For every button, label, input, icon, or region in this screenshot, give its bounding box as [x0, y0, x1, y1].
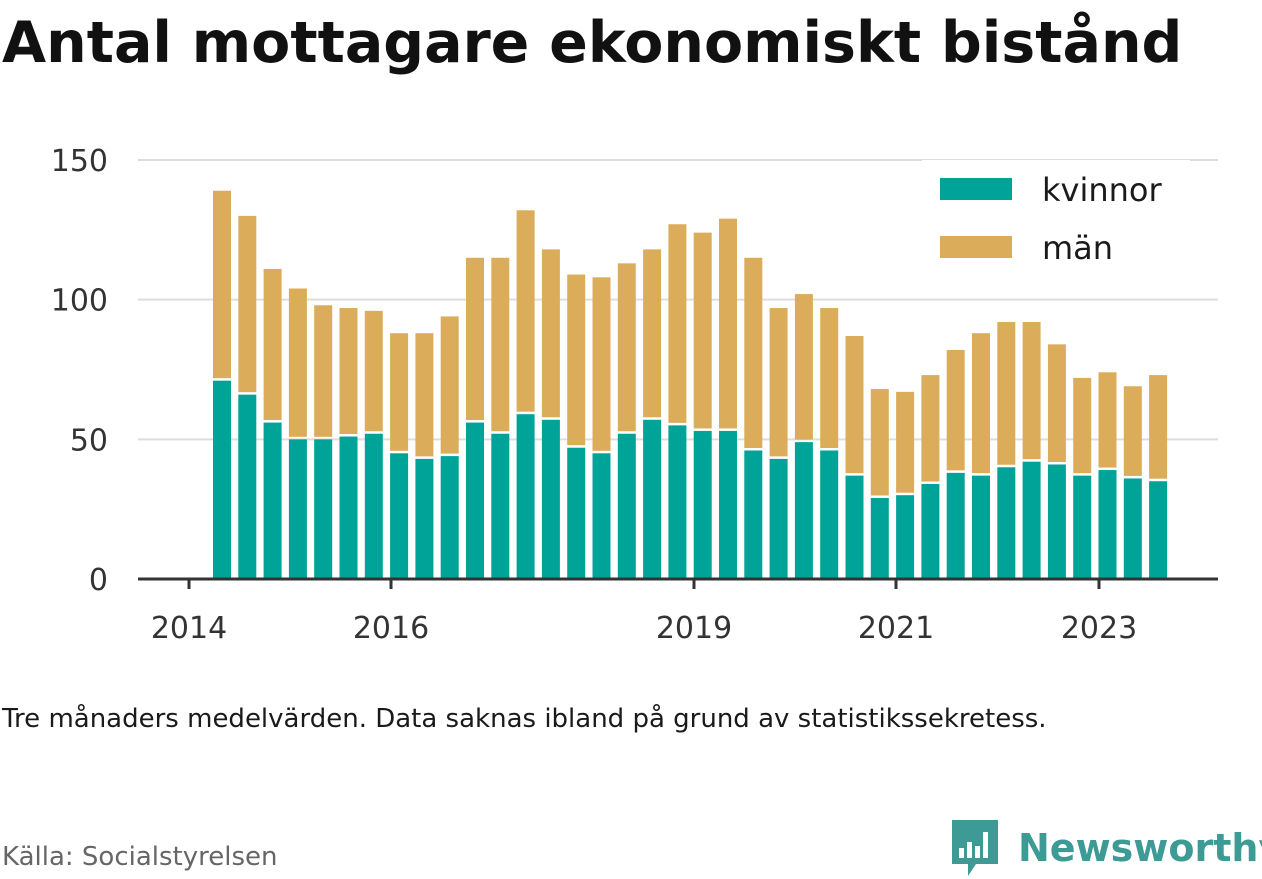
bar-kvinnor-13 [541, 419, 560, 579]
bar-kvinnor-15 [592, 453, 611, 579]
legend-swatch-kvinnor [940, 178, 1012, 200]
bar-man-18 [668, 224, 687, 423]
y-tick-label: 150 [51, 144, 108, 179]
y-tick-label: 100 [51, 284, 108, 319]
bar-man-28 [921, 375, 940, 482]
legend: kvinnor män [922, 160, 1190, 280]
bar-man-11 [491, 257, 510, 432]
bar-man-3 [288, 288, 307, 437]
bar-kvinnor-2 [263, 422, 282, 579]
bar-man-37 [1149, 375, 1168, 479]
bar-kvinnor-0 [213, 380, 231, 579]
bar-kvinnor-23 [794, 442, 813, 579]
bar-kvinnor-27 [896, 495, 915, 579]
bar-man-25 [845, 335, 864, 474]
bar-kvinnor-9 [440, 456, 459, 579]
bar-kvinnor-5 [339, 436, 358, 579]
bar-man-15 [592, 277, 611, 451]
bar-kvinnor-22 [769, 458, 788, 579]
source-text: Källa: Socialstyrelsen [2, 842, 278, 872]
bar-man-0 [213, 190, 231, 379]
bar-man-10 [466, 257, 484, 421]
bar-man-16 [617, 263, 636, 432]
bar-man-6 [364, 310, 383, 432]
legend-swatch-man [940, 236, 1012, 258]
bar-kvinnor-17 [643, 419, 662, 579]
bar-kvinnor-20 [719, 430, 737, 579]
bar-kvinnor-16 [617, 433, 636, 579]
bar-man-36 [1123, 386, 1142, 476]
chart-title: Antal mottagare ekonomiskt bistånd [2, 10, 1183, 76]
bar-man-26 [870, 389, 889, 496]
bar-man-21 [744, 257, 763, 449]
legend-label-man: män [1042, 229, 1113, 267]
bar-kvinnor-28 [921, 484, 940, 579]
bar-kvinnor-29 [946, 472, 965, 579]
bar-kvinnor-31 [997, 467, 1016, 579]
x-tick-label: 2016 [353, 611, 429, 646]
bar-man-23 [794, 294, 813, 440]
brand: Newsworthy [950, 818, 1262, 878]
bar-kvinnor-6 [364, 433, 383, 579]
bars [213, 190, 1168, 579]
bar-kvinnor-30 [972, 475, 990, 579]
bar-man-2 [263, 268, 282, 421]
bar-kvinnor-7 [390, 453, 409, 579]
bar-kvinnor-26 [870, 497, 889, 579]
bar-man-33 [1047, 344, 1066, 462]
y-tick-label: 0 [89, 563, 108, 598]
bar-kvinnor-21 [744, 450, 763, 579]
bar-man-13 [541, 249, 560, 418]
chart-note: Tre månaders medelvärden. Data saknas ib… [2, 704, 1047, 734]
bar-man-9 [440, 316, 459, 454]
bar-kvinnor-37 [1149, 481, 1168, 579]
bar-man-31 [997, 322, 1016, 465]
bar-man-20 [719, 218, 737, 429]
axes: 0 50 100 150 2014 2016 2019 2021 2023 [51, 144, 1218, 646]
bar-man-12 [516, 210, 535, 412]
bar-kvinnor-24 [820, 450, 839, 579]
bar-man-7 [390, 333, 409, 451]
brand-name: Newsworthy [1018, 826, 1262, 870]
x-tick-label: 2014 [151, 611, 227, 646]
bar-kvinnor-35 [1098, 470, 1117, 579]
bar-kvinnor-19 [693, 430, 712, 579]
bar-kvinnor-25 [845, 475, 864, 579]
bar-man-8 [415, 333, 434, 457]
newsworthy-logo-icon [952, 820, 998, 876]
bar-man-27 [896, 391, 915, 493]
bar-kvinnor-32 [1022, 461, 1041, 579]
bar-man-35 [1098, 372, 1117, 468]
bar-man-19 [693, 232, 712, 429]
bar-kvinnor-10 [466, 422, 484, 579]
bar-kvinnor-11 [491, 433, 510, 579]
bar-kvinnor-33 [1047, 464, 1066, 579]
bar-kvinnor-3 [288, 439, 307, 579]
bar-kvinnor-8 [415, 458, 434, 579]
bar-man-30 [972, 333, 990, 474]
bar-chart: 0 50 100 150 2014 2016 2019 2021 2023 kvinnor mä… [51, 144, 1218, 646]
bar-kvinnor-36 [1123, 478, 1142, 579]
x-tick-label: 2021 [858, 611, 934, 646]
bar-man-5 [339, 308, 358, 435]
bar-man-29 [946, 349, 965, 471]
legend-label-kvinnor: kvinnor [1042, 171, 1163, 209]
bar-kvinnor-4 [314, 439, 333, 579]
x-tick-label: 2019 [656, 611, 732, 646]
x-tick-label: 2023 [1061, 611, 1137, 646]
bar-man-4 [314, 305, 333, 437]
bar-man-34 [1073, 377, 1092, 474]
bar-kvinnor-14 [567, 447, 586, 579]
bar-man-22 [769, 308, 788, 457]
bar-man-1 [238, 215, 257, 393]
bar-man-24 [820, 308, 839, 449]
y-tick-label: 50 [70, 423, 108, 458]
bar-man-32 [1022, 322, 1041, 460]
bar-kvinnor-18 [668, 425, 687, 579]
bar-kvinnor-34 [1073, 475, 1092, 579]
bar-man-17 [643, 249, 662, 418]
bar-kvinnor-12 [516, 414, 535, 579]
bar-man-14 [567, 274, 586, 446]
bar-kvinnor-1 [238, 394, 257, 579]
